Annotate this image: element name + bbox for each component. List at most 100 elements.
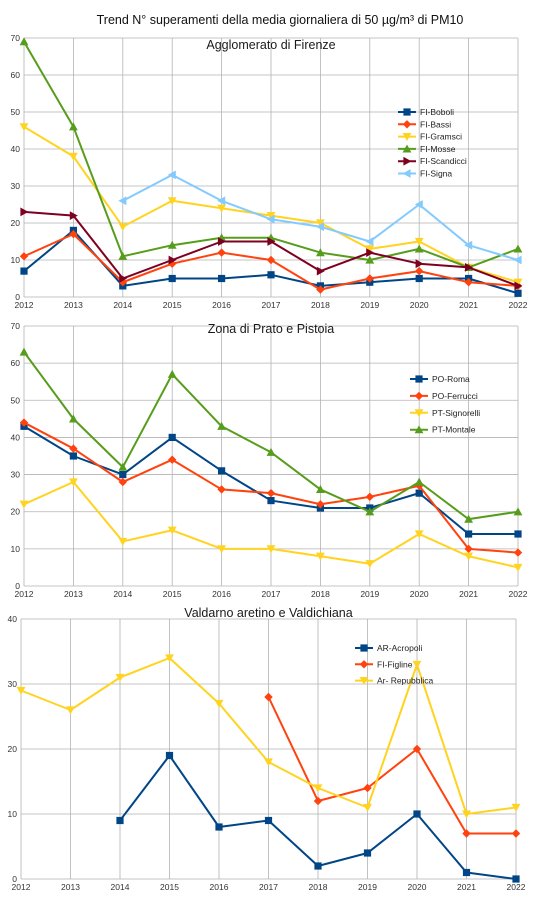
data-point — [118, 223, 128, 232]
legend-item: PT-Signorelli — [410, 408, 480, 418]
data-point — [167, 197, 177, 206]
data-point — [363, 849, 372, 857]
data-point — [316, 485, 325, 494]
data-point — [465, 263, 473, 272]
legend-label: FI-Boboli — [420, 107, 454, 117]
series-fi-figline — [264, 692, 521, 838]
y-tick-label: 40 — [11, 144, 21, 154]
chart-title: Agglomerato di Firenze — [206, 38, 335, 52]
data-point — [264, 692, 273, 702]
data-point — [267, 496, 275, 505]
legend: PO-Roma PO-Ferrucci PT-Signorelli PT-Montal… — [410, 374, 480, 435]
y-tick-label: 10 — [8, 809, 18, 819]
data-point — [412, 744, 422, 754]
data-point — [19, 252, 29, 261]
data-point — [69, 229, 78, 239]
legend-label: PT-Montale — [432, 425, 476, 435]
data-point — [217, 248, 226, 257]
data-point — [365, 274, 374, 283]
legend-item: FI-Signa — [398, 169, 452, 179]
data-point — [69, 452, 77, 460]
legend-marker — [402, 120, 412, 129]
legend-label: PO-Ferrucci — [432, 391, 478, 401]
data-point — [514, 530, 522, 538]
chart-title: Zona di Prato e Pistoia — [208, 322, 335, 336]
data-point — [363, 783, 372, 793]
x-tick-label: 2013 — [61, 882, 80, 892]
chart-panels: 0 10 20 30 40 50 60 70 2012 2013 2014 2015 2016 2017 2… — [8, 33, 528, 892]
data-point — [217, 196, 226, 206]
y-tick-label: 40 — [8, 614, 18, 624]
x-tick-label: 2021 — [459, 300, 478, 310]
data-point — [214, 699, 224, 708]
data-point — [19, 418, 29, 427]
legend-marker — [402, 144, 412, 153]
data-point — [464, 240, 473, 250]
data-point — [414, 244, 424, 253]
data-point — [513, 563, 523, 572]
data-point — [267, 271, 275, 279]
data-point — [414, 530, 424, 539]
legend-item: FI-Boboli — [398, 107, 454, 117]
legend-label: AR-Acropoli — [377, 643, 422, 653]
y-tick-label: 50 — [11, 395, 21, 405]
data-point — [266, 447, 276, 456]
x-tick-label: 2017 — [262, 589, 281, 599]
y-tick-label: 70 — [11, 321, 21, 331]
data-point — [314, 862, 322, 870]
legend-label: FI-Figline — [377, 659, 413, 669]
x-tick-label: 2019 — [358, 882, 377, 892]
legend-label: Ar- Repubblica — [377, 676, 433, 686]
data-point — [462, 868, 471, 877]
data-point — [118, 251, 128, 260]
legend-marker — [414, 409, 424, 418]
legend-item: AR-Acropoli — [355, 643, 422, 653]
legend-item: FI-Mosse — [398, 144, 456, 154]
data-point — [119, 470, 127, 479]
legend-marker — [402, 169, 411, 178]
legend-item: FI-Scandicci — [398, 156, 467, 166]
legend-label: PO-Roma — [432, 374, 470, 384]
y-tick-label: 60 — [11, 358, 21, 368]
y-tick-label: 20 — [8, 744, 18, 754]
y-tick-label: 30 — [8, 679, 18, 689]
data-point — [514, 289, 522, 297]
data-point — [464, 544, 473, 554]
data-point — [514, 281, 523, 291]
data-point — [414, 237, 424, 246]
data-point — [366, 248, 375, 257]
legend-item: PO-Ferrucci — [410, 391, 478, 401]
data-point — [464, 552, 473, 561]
data-point — [462, 829, 471, 838]
x-tick-label: 2020 — [410, 300, 429, 310]
y-tick-label: 20 — [11, 507, 21, 517]
data-point — [316, 500, 325, 509]
data-point — [267, 237, 276, 246]
series-fi-gramsci — [19, 123, 523, 287]
data-point — [316, 285, 325, 294]
data-point — [365, 237, 374, 246]
x-tick-label: 2013 — [64, 300, 83, 310]
series-fi-scandicci — [20, 207, 523, 291]
x-tick-label: 2012 — [12, 882, 31, 892]
legend-marker — [360, 644, 368, 652]
data-point — [217, 204, 226, 213]
data-point — [19, 500, 29, 509]
data-point — [69, 122, 78, 131]
legend-label: FI-Scandicci — [420, 156, 467, 166]
data-point — [266, 545, 276, 554]
data-point — [264, 816, 273, 825]
data-point — [266, 255, 276, 265]
series-pt-signorelli — [19, 478, 523, 572]
data-point — [513, 244, 523, 253]
data-point — [69, 444, 78, 453]
x-tick-label: 2022 — [509, 300, 528, 310]
data-point — [165, 751, 174, 760]
y-tick-label: 0 — [15, 292, 20, 302]
x-tick-label: 2012 — [15, 589, 34, 599]
legend-marker — [414, 425, 424, 434]
legend-item: FI-Figline — [355, 659, 413, 669]
data-point — [513, 278, 523, 287]
legend-label: FI-Gramsci — [420, 132, 462, 142]
data-point — [512, 875, 520, 883]
